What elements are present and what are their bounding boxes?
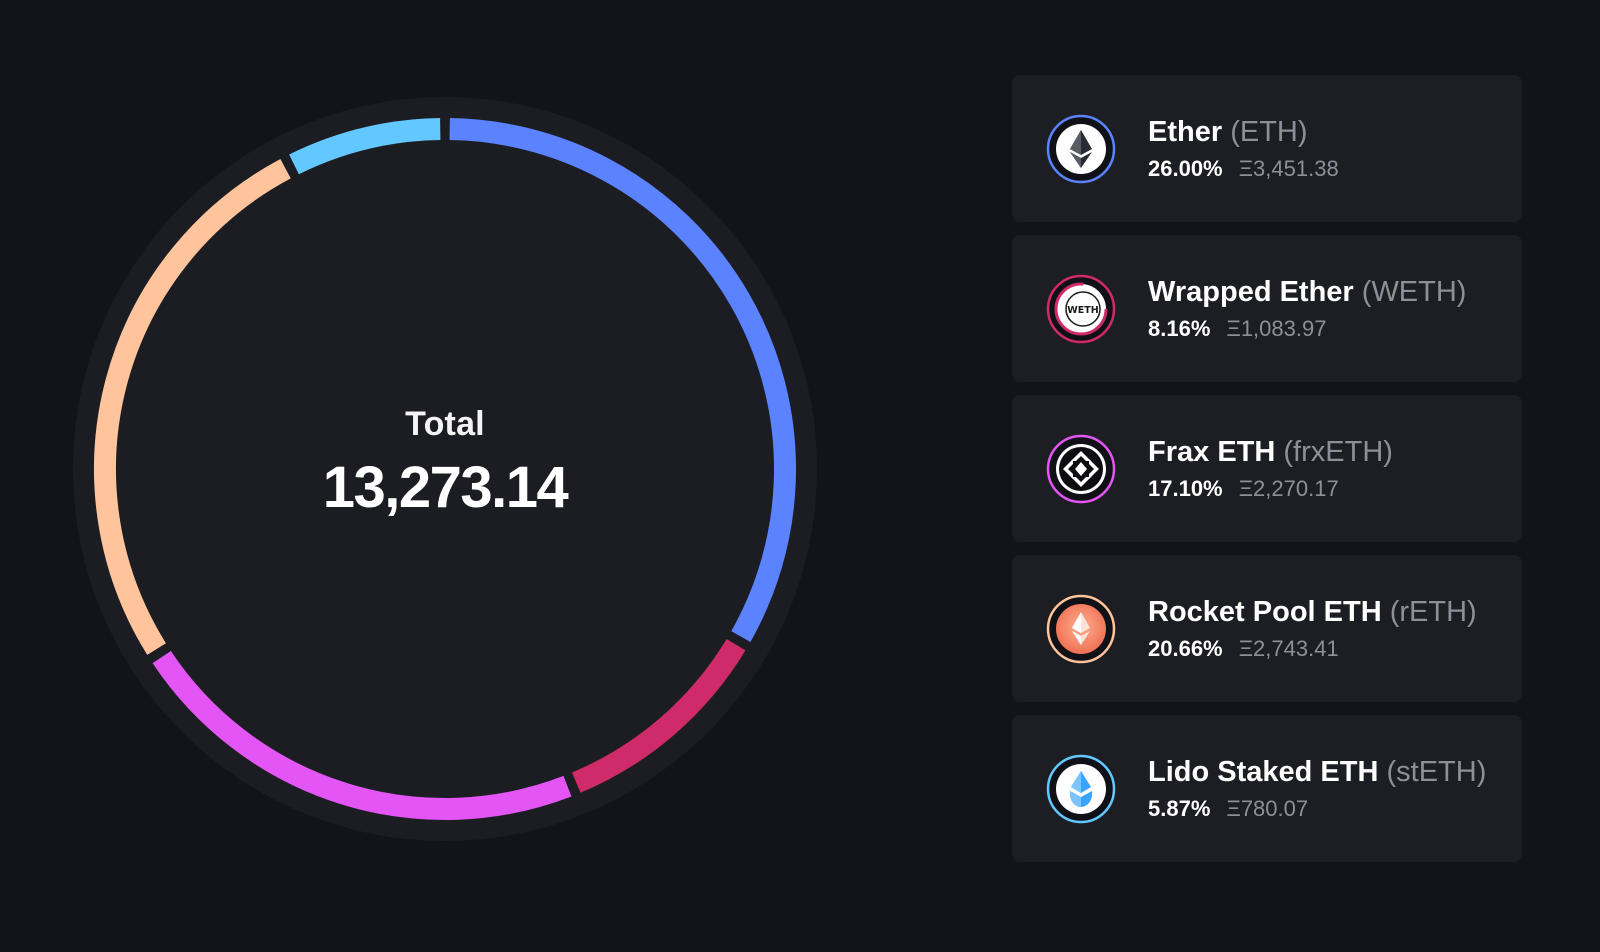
allocation-donut-chart: Total 13,273.14 [66, 90, 824, 848]
asset-name: Ether [1148, 115, 1223, 148]
asset-stats: 5.87% Ξ780.07 [1148, 795, 1486, 823]
donut-segment-weth[interactable] [571, 639, 746, 793]
asset-title: Frax ETH (frxETH) [1148, 435, 1393, 469]
ether-icon [1046, 114, 1116, 184]
asset-amount: Ξ2,270.17 [1238, 475, 1339, 501]
frax-eth-icon [1046, 434, 1116, 504]
svg-text:WETH: WETH [1067, 305, 1098, 316]
asset-stats: 8.16% Ξ1,083.97 [1148, 315, 1466, 343]
asset-title: Ether (ETH) [1148, 115, 1339, 149]
asset-stats: 17.10% Ξ2,270.17 [1148, 475, 1393, 503]
asset-amount: Ξ780.07 [1226, 795, 1309, 821]
asset-symbol: (stETH) [1386, 755, 1487, 788]
asset-symbol: (rETH) [1389, 595, 1477, 628]
weth-icon: WETH [1046, 274, 1116, 344]
asset-card-steth[interactable]: Lido Staked ETH (stETH) 5.87% Ξ780.07 [1012, 715, 1522, 862]
asset-title: Wrapped Ether (WETH) [1148, 275, 1466, 309]
asset-percent: 20.66% [1148, 635, 1223, 661]
asset-title: Rocket Pool ETH (rETH) [1148, 595, 1477, 629]
asset-percent: 26.00% [1148, 155, 1223, 181]
asset-title: Lido Staked ETH (stETH) [1148, 755, 1486, 789]
donut-segment-reth[interactable] [94, 158, 291, 655]
asset-name: Lido Staked ETH [1148, 755, 1379, 788]
rocket-pool-eth-icon [1046, 594, 1116, 664]
asset-card-frxeth[interactable]: Frax ETH (frxETH) 17.10% Ξ2,270.17 [1012, 395, 1522, 542]
asset-list: Ether (ETH) 26.00% Ξ3,451.38 WETH [1012, 75, 1522, 862]
donut-segment-eth[interactable] [449, 118, 796, 642]
asset-name: Frax ETH [1148, 435, 1276, 468]
asset-percent: 8.16% [1148, 315, 1211, 341]
asset-amount: Ξ3,451.38 [1238, 155, 1339, 181]
asset-symbol: (WETH) [1361, 275, 1467, 308]
lido-steth-icon [1046, 754, 1116, 824]
asset-card-weth[interactable]: WETH Wrapped Ether (WETH) 8.16% Ξ1,083.9… [1012, 235, 1522, 382]
donut-segment-frxeth[interactable] [152, 650, 572, 820]
donut-segments [94, 118, 796, 820]
donut-svg [73, 97, 817, 841]
asset-percent: 17.10% [1148, 475, 1223, 501]
asset-amount: Ξ1,083.97 [1226, 315, 1327, 341]
asset-amount: Ξ2,743.41 [1238, 635, 1339, 661]
asset-stats: 20.66% Ξ2,743.41 [1148, 635, 1477, 663]
asset-name: Wrapped Ether [1148, 275, 1354, 308]
asset-card-reth[interactable]: Rocket Pool ETH (rETH) 20.66% Ξ2,743.41 [1012, 555, 1522, 702]
asset-name: Rocket Pool ETH [1148, 595, 1382, 628]
asset-stats: 26.00% Ξ3,451.38 [1148, 155, 1339, 183]
asset-card-eth[interactable]: Ether (ETH) 26.00% Ξ3,451.38 [1012, 75, 1522, 222]
asset-percent: 5.87% [1148, 795, 1211, 821]
asset-symbol: (frxETH) [1283, 435, 1393, 468]
donut-track [73, 97, 817, 841]
donut-segment-steth[interactable] [289, 118, 441, 175]
asset-symbol: (ETH) [1230, 115, 1308, 148]
